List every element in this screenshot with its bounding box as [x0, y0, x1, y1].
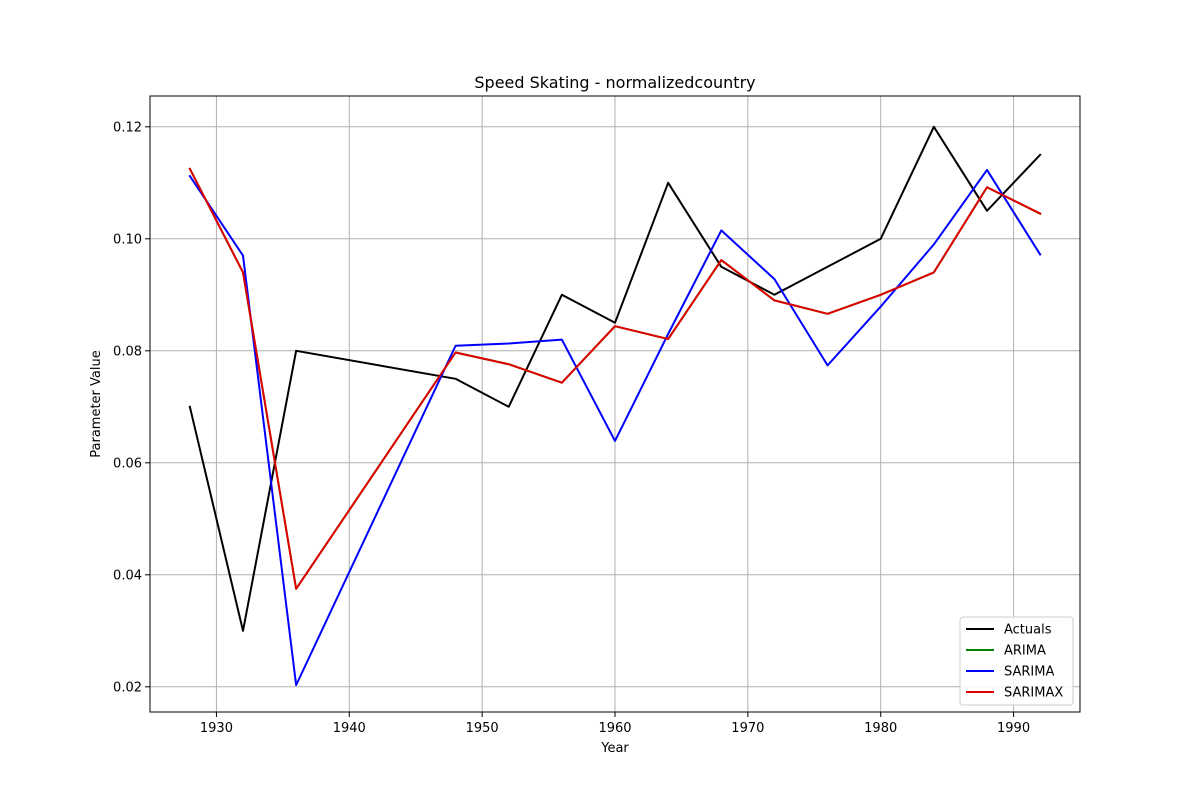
legend-label-actuals: Actuals — [1004, 623, 1052, 638]
series-line-sarima — [188, 168, 1042, 687]
legend-label-arima: ARIMA — [1004, 644, 1046, 659]
y-tick-label: 0.04 — [113, 568, 142, 583]
legend-box — [959, 616, 1074, 706]
y-tick-label: 0.02 — [113, 680, 142, 695]
legend-label-sarimax: SARIMAX — [1004, 686, 1063, 701]
x-tick-label: 1980 — [864, 721, 897, 736]
legend-label-sarima: SARIMA — [1004, 665, 1054, 680]
y-tick-label: 0.08 — [113, 344, 142, 359]
legend: Actuals ARIMA SARIMA SARIMAX — [959, 616, 1074, 706]
y-tick-label: 0.12 — [113, 120, 142, 135]
x-tick-label: 1960 — [598, 721, 631, 736]
x-tick-label: 1930 — [200, 721, 233, 736]
x-tick-label: 1950 — [466, 721, 499, 736]
axis-ticks: 1930 1940 1950 1960 1970 1980 1990 0.02 0.04 0.06… — [113, 120, 1030, 736]
y-tick-label: 0.10 — [113, 232, 142, 247]
x-tick-label: 1940 — [333, 721, 366, 736]
x-tick-label: 1970 — [731, 721, 764, 736]
series-line-actuals — [188, 125, 1042, 632]
y-tick-label: 0.06 — [113, 456, 142, 471]
series-lines — [188, 125, 1042, 687]
series-line-sarimax — [188, 167, 1042, 590]
x-tick-label: 1990 — [997, 721, 1030, 736]
y-axis-label: Parameter Value — [89, 350, 104, 457]
x-axis-label: Year — [600, 741, 629, 756]
chart-title: Speed Skating - normalizedcountry — [474, 73, 755, 92]
